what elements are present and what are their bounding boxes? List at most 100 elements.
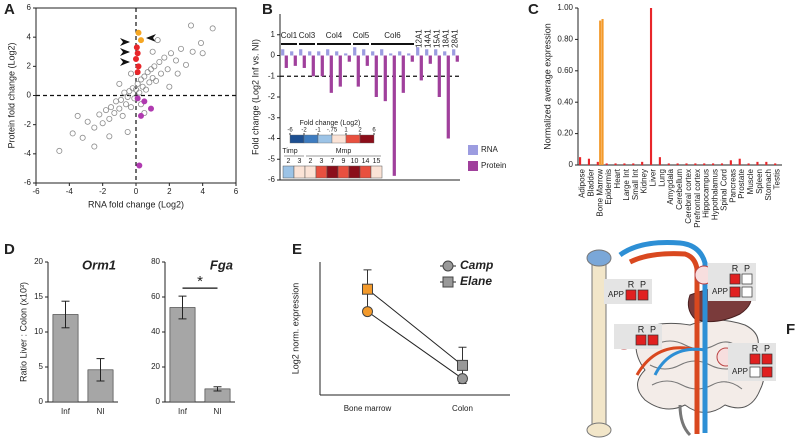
point <box>127 70 134 77</box>
bar <box>455 55 459 62</box>
category-label: Hypothalamus <box>711 169 720 220</box>
bar <box>299 49 303 56</box>
legend-label: Protein <box>481 161 506 170</box>
colorbar-tick-label: -.75 <box>327 128 338 134</box>
point <box>141 110 148 117</box>
status-cell <box>637 289 649 301</box>
point <box>137 112 144 119</box>
series-line <box>367 311 463 380</box>
marker <box>362 283 373 295</box>
category-label: Liver <box>649 169 658 187</box>
category-label: Kidney <box>640 169 649 193</box>
bar <box>389 53 393 56</box>
gene-label: 9 <box>342 158 346 165</box>
bar <box>599 20 602 166</box>
category-label: NI <box>97 407 105 416</box>
y-tick-label: -4 <box>24 149 32 158</box>
colorbar-tick-label: -6 <box>287 128 293 134</box>
arrowheads <box>120 34 156 66</box>
point <box>74 112 81 119</box>
colorbar-title: Fold change (Log2) <box>300 120 361 127</box>
bar <box>437 55 441 97</box>
y-tick-label: -2 <box>268 92 276 101</box>
category-label: Epidermis <box>604 169 613 205</box>
point <box>96 111 103 118</box>
gene-label: 14 <box>362 158 370 165</box>
point <box>167 50 174 57</box>
point <box>123 101 130 108</box>
category-label: Prefrontal cortex <box>693 169 702 228</box>
y-tick-label: -6 <box>268 175 276 184</box>
category-label: Colon <box>452 404 473 413</box>
heatmap-cell <box>359 165 372 179</box>
box-header: P <box>640 279 646 289</box>
bar <box>302 55 306 68</box>
bar <box>374 55 378 97</box>
bar <box>676 163 679 165</box>
point <box>172 57 179 64</box>
colorbar-tick-label: 1 <box>344 128 348 134</box>
bar <box>434 49 438 56</box>
series-line <box>367 288 463 366</box>
legend-label: Elane <box>460 274 492 288</box>
bar <box>326 49 330 56</box>
category-label: NI <box>214 407 222 416</box>
status-cell <box>761 366 773 378</box>
bar <box>320 55 324 77</box>
x-axis-title: RNA fold change (Log2) <box>88 199 184 209</box>
point <box>142 86 149 93</box>
gene-label: 2 <box>287 158 291 165</box>
category-label: Lung <box>657 169 666 187</box>
point <box>156 58 163 65</box>
bar <box>311 55 315 77</box>
bar <box>383 55 387 102</box>
y-tick-label: 0 <box>569 160 574 169</box>
category-label: Col4 <box>326 31 343 40</box>
colorbar-tick-label: 6 <box>372 128 376 134</box>
gene-label: 3 <box>298 158 302 165</box>
y-tick-label: 1 <box>271 30 276 39</box>
category-label: Inf <box>178 407 188 416</box>
bar <box>347 55 351 62</box>
category-label: Large Int <box>622 168 631 200</box>
heatmap-cell <box>326 165 339 179</box>
point <box>149 75 156 82</box>
y-tick-label: 0.60 <box>557 66 573 75</box>
y-tick-label: 4 <box>27 32 32 41</box>
y-tick-label: -5 <box>268 154 276 163</box>
y-tick-label: 0.20 <box>557 129 573 138</box>
box-header: P <box>764 343 770 353</box>
point <box>116 80 123 87</box>
y-tick-label: 20 <box>34 257 43 266</box>
colorbar-tick-label: -1 <box>315 128 321 134</box>
point <box>127 104 134 111</box>
y-tick-label: 0 <box>271 51 276 60</box>
point <box>154 37 161 44</box>
gene-label: 3 <box>320 158 324 165</box>
panel-label: D <box>4 241 15 258</box>
gene-group-label: Mmp <box>336 148 352 155</box>
bar <box>416 47 420 56</box>
point <box>136 89 143 96</box>
colorbar-tick-label: -2 <box>301 128 307 134</box>
heatmap-cell <box>315 165 328 179</box>
point <box>144 69 151 76</box>
point <box>134 50 141 57</box>
legend-label: Camp <box>460 258 493 272</box>
bar <box>425 49 429 56</box>
category-label: Col1 <box>281 31 298 40</box>
category-label: 12A1 <box>415 29 424 48</box>
y-tick-label: 80 <box>151 257 160 266</box>
category-label: Inf <box>61 407 71 416</box>
point <box>147 105 154 112</box>
bar <box>641 161 644 165</box>
point <box>111 110 118 117</box>
category-label: Pancreas <box>728 169 737 203</box>
bar <box>685 163 688 165</box>
category-label: Prostate <box>737 168 746 198</box>
point <box>164 66 171 73</box>
y-tick-label: 0.40 <box>557 97 573 106</box>
bar <box>623 163 626 165</box>
category-label: Heart <box>613 168 622 188</box>
bar <box>308 51 312 56</box>
